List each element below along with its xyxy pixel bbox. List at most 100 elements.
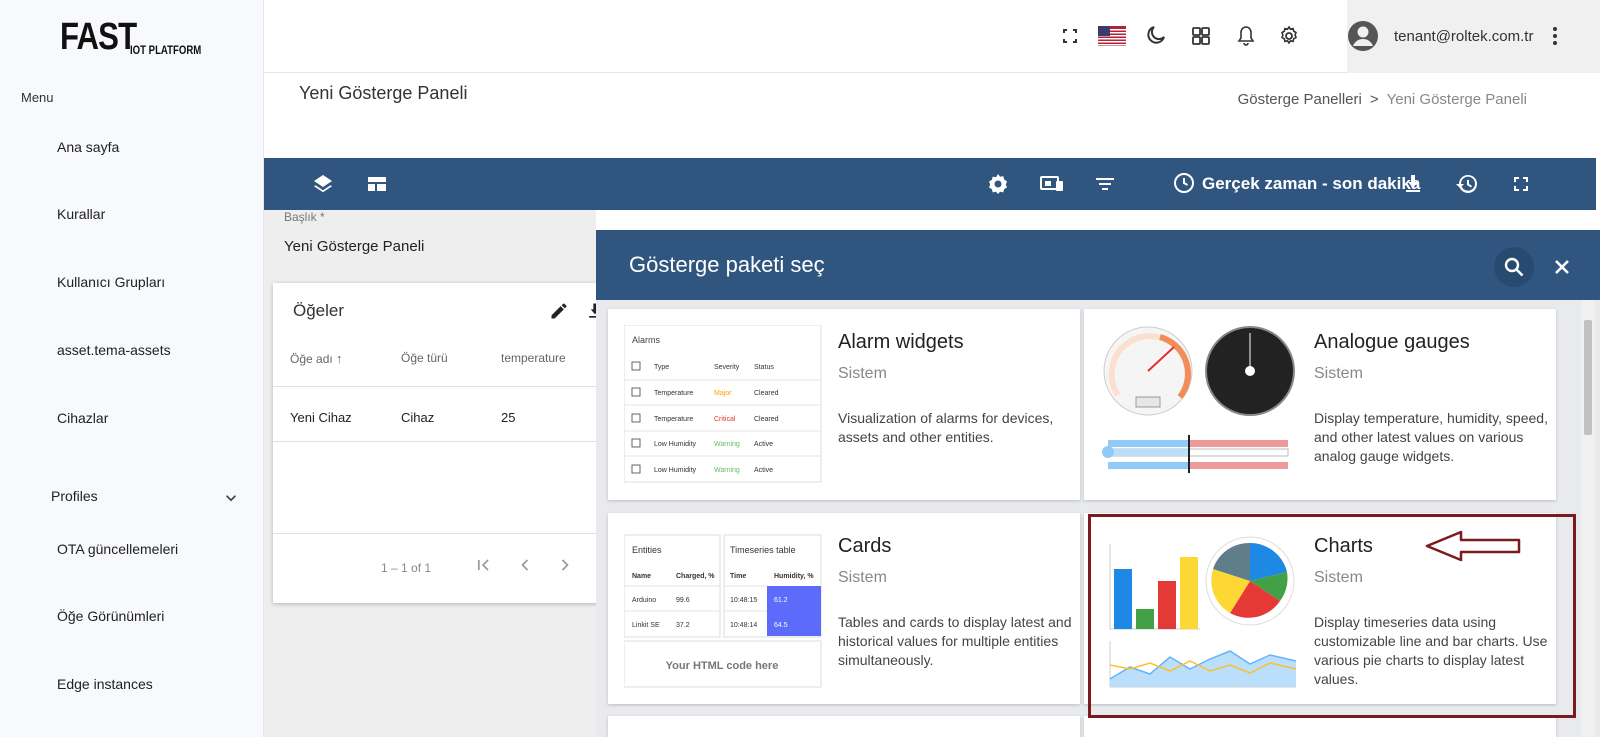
column-header-type[interactable]: Öğe türü (401, 351, 448, 365)
filter-icon[interactable] (1093, 172, 1117, 196)
dark-mode-icon[interactable] (1144, 24, 1168, 48)
bundle-description: Display timeseries data using customizab… (1314, 614, 1548, 687)
svg-text:Major: Major (714, 390, 732, 397)
apps-grid-icon[interactable] (1189, 24, 1213, 48)
svg-text:Time: Time (730, 573, 746, 580)
svg-text:Temperature: Temperature (654, 390, 693, 397)
bundle-description: Visualization of alarms for devices, ass… (838, 410, 1054, 445)
breadcrumb: Gösterge Panelleri > Yeni Gösterge Paneli (1238, 91, 1527, 108)
title-label: Başlık * (284, 210, 325, 224)
svg-text:Severity: Severity (714, 364, 740, 371)
cell-name: Yeni Cihaz (290, 410, 352, 425)
bundle-title: Cards (838, 535, 892, 557)
alarm-widgets-preview: Alarms Type Severity Status Temperature M… (624, 325, 824, 485)
settings-icon[interactable] (986, 172, 1010, 196)
panel-header: Gösterge paketi seç (596, 230, 1600, 300)
logo-main: FAST (60, 16, 137, 58)
column-header-name[interactable]: Öğe adı ↑ (290, 351, 343, 366)
svg-text:Humidity, %: Humidity, % (774, 573, 814, 580)
user-menu[interactable]: tenant@roltek.com.tr (1347, 0, 1600, 73)
divider (273, 441, 613, 442)
divider (273, 386, 613, 387)
bundle-alarm-widgets[interactable]: Alarms Type Severity Status Temperature M… (608, 309, 1080, 500)
breadcrumb-root[interactable]: Gösterge Panelleri (1237, 91, 1362, 108)
svg-text:Active: Active (754, 441, 773, 448)
logo-sub: IOT PLATFORM (130, 43, 202, 57)
scrollbar-thumb[interactable] (1584, 320, 1592, 435)
sidebar-item-assets[interactable]: asset.tema-assets (57, 342, 171, 358)
gear-icon[interactable] (1277, 24, 1301, 48)
sidebar-item-kullanici-gruplari[interactable]: Kullanıcı Grupları (57, 274, 166, 290)
svg-text:Name: Name (632, 573, 651, 580)
sidebar-item-edge-instances[interactable]: Edge instances (57, 676, 153, 692)
entities-widget: Öğeler Öğe adı ↑ Öğe türü temperature Ye… (273, 283, 613, 603)
svg-text:Low Humidity: Low Humidity (654, 467, 697, 474)
arrow-left-annotation-icon (1423, 528, 1523, 564)
chevron-down-icon (221, 488, 241, 508)
svg-text:10:48:15: 10:48:15 (730, 597, 757, 604)
chevron-right-icon[interactable] (555, 555, 575, 575)
menu-title: Menu (21, 90, 54, 105)
widget-title: Öğeler (293, 301, 345, 320)
layout-icon[interactable] (365, 172, 389, 196)
pagination-label: 1 – 1 of 1 (381, 561, 432, 575)
svg-text:Critical: Critical (714, 416, 736, 423)
fullscreen-icon[interactable] (1058, 24, 1082, 48)
cards-preview: Entities Timeseries table Name Charged, … (624, 529, 824, 689)
sidebar-item-cihazlar[interactable]: Cihazlar (57, 410, 109, 426)
layers-icon[interactable] (311, 172, 335, 196)
bundle-analogue-gauges[interactable]: Analogue gauges Sistem Display temperatu… (1084, 309, 1556, 500)
svg-text:10:48:14: 10:48:14 (730, 622, 757, 629)
bundle-cards[interactable]: Entities Timeseries table Name Charged, … (608, 513, 1080, 704)
svg-text:Warning: Warning (714, 467, 740, 474)
bell-icon[interactable] (1234, 24, 1258, 48)
svg-text:37.2: 37.2 (676, 622, 690, 629)
us-flag-icon[interactable] (1098, 24, 1126, 48)
search-button[interactable] (1494, 247, 1534, 287)
svg-text:64.5: 64.5 (774, 622, 788, 629)
time-window-button[interactable]: Gerçek zaman - son dakika (1172, 171, 1420, 197)
first-page-icon[interactable] (473, 555, 493, 575)
close-button[interactable] (1542, 247, 1582, 287)
time-window-label: Gerçek zaman - son dakika (1202, 174, 1421, 193)
download-icon[interactable] (1401, 172, 1425, 196)
column-header-temperature[interactable]: temperature (501, 351, 566, 365)
sidebar-item-oge-gorunumleri[interactable]: Öğe Görünümleri (57, 608, 165, 624)
svg-text:Entities: Entities (632, 545, 662, 555)
bundle-next-right[interactable] (1084, 716, 1556, 737)
devices-icon[interactable] (1039, 172, 1067, 196)
search-icon (1504, 257, 1524, 277)
history-icon[interactable] (1455, 172, 1479, 196)
svg-text:Status: Status (754, 364, 774, 371)
bundle-next-left[interactable] (608, 716, 1080, 737)
svg-text:Arduino: Arduino (632, 597, 656, 604)
scrollbar[interactable] (1581, 300, 1595, 737)
svg-text:Charged, %: Charged, % (676, 573, 715, 580)
bundle-description: Tables and cards to display latest and h… (838, 614, 1072, 668)
widget-bundle-panel: Gösterge paketi seç Alarms Type Severity… (596, 210, 1600, 737)
close-icon (1555, 260, 1569, 274)
svg-text:Type: Type (654, 364, 669, 371)
sidebar-item-ota[interactable]: OTA güncellemeleri (57, 541, 179, 557)
fullscreen-icon[interactable] (1509, 172, 1533, 196)
more-vert-icon[interactable] (1552, 26, 1558, 46)
svg-text:99.6: 99.6 (676, 597, 690, 604)
svg-text:Warning: Warning (714, 441, 740, 448)
chevron-left-icon[interactable] (515, 555, 535, 575)
svg-text:Cleared: Cleared (754, 416, 779, 423)
sidebar: FAST IOT PLATFORM Menu Ana sayfa Kuralla… (0, 0, 264, 737)
svg-text:Timeseries table: Timeseries table (730, 545, 796, 555)
sidebar-item-kurallar[interactable]: Kurallar (57, 206, 106, 222)
title-input[interactable]: Yeni Gösterge Paneli (284, 238, 425, 255)
bundle-source: Sistem (838, 365, 887, 382)
sidebar-item-profiles[interactable]: Profiles (51, 488, 241, 512)
sidebar-item-ana-sayfa[interactable]: Ana sayfa (57, 139, 120, 155)
top-bar: 3 tenant@roltek.com.tr (264, 0, 1600, 73)
cell-type: Cihaz (401, 410, 435, 425)
analogue-gauges-preview (1100, 325, 1300, 485)
breadcrumb-current: Yeni Gösterge Paneli (1386, 91, 1527, 108)
svg-text:61.2: 61.2 (774, 597, 788, 604)
edit-icon[interactable] (549, 301, 569, 321)
divider (273, 533, 613, 534)
clock-icon (1174, 173, 1194, 193)
